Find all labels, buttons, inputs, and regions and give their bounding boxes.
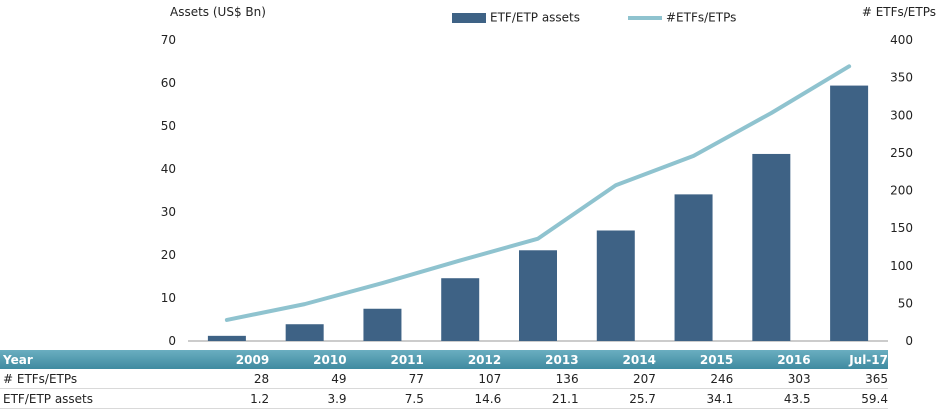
y2-tick-label: 50 (898, 296, 913, 310)
table-header-year: Jul-17 (810, 350, 888, 369)
y2-tick-label: 100 (890, 259, 913, 273)
bar-2010 (285, 324, 324, 341)
chart: 0 10 20 30 40 50 60 70 0 50 100 150 200 250 300 350 400 (161, 33, 913, 348)
table-cell: 34.1 (655, 388, 734, 409)
table-cell: 7.5 (346, 388, 424, 409)
y2-tick-label: 200 (890, 184, 913, 198)
table-cell: 28 (191, 369, 270, 389)
table-header-year: 2013 (501, 350, 579, 369)
legend-label-assets: ETF/ETP assets (490, 10, 581, 25)
table-cell: 25.7 (578, 388, 656, 409)
y2-tick-label: 150 (890, 221, 913, 235)
table-cell: 1.2 (191, 388, 270, 409)
table-header-year: 2012 (423, 350, 502, 369)
table-header-year: 2011 (346, 350, 424, 369)
table-header-row: Year 2009 2010 2011 2012 2013 2014 2015 2016 Jul… (0, 350, 888, 369)
table-row-count: # ETFs/ETPs 28 49 77 107 136 207 246 303 365 (0, 369, 888, 389)
y2-tick-label: 0 (905, 334, 913, 348)
bar-2013 (519, 250, 557, 341)
table-header-year: 2014 (578, 350, 656, 369)
table-header-label: Year (0, 350, 192, 369)
y-tick-label: 70 (161, 33, 176, 47)
table-cell: 14.6 (423, 388, 502, 409)
legend-item-count: #ETFs/ETPs (628, 10, 736, 25)
legend-item-assets: ETF/ETP assets (452, 10, 580, 25)
y2-tick-label: 350 (890, 71, 913, 85)
y2-tick-label: 300 (890, 108, 913, 122)
table-header-year: 2015 (655, 350, 734, 369)
table-cell: 365 (810, 369, 888, 389)
y-tick-label: 20 (161, 248, 176, 262)
table-row-assets: ETF/ETP assets 1.2 3.9 7.5 14.6 21.1 25.7 34.1… (0, 388, 888, 409)
table-row-label: # ETFs/ETPs (0, 369, 192, 389)
table-cell: 59.4 (810, 388, 888, 409)
table-cell: 303 (733, 369, 811, 389)
y-tick-label: 50 (161, 119, 176, 133)
bar-series (207, 85, 869, 341)
right-axis: 0 50 100 150 200 250 300 350 400 (890, 33, 913, 348)
table-cell: 246 (655, 369, 734, 389)
table-cell: 43.5 (733, 388, 811, 409)
y-tick-label: 30 (161, 205, 176, 219)
y-tick-label: 60 (161, 76, 176, 90)
table-header-year: 2010 (269, 350, 347, 369)
legend-label-count: #ETFs/ETPs (666, 10, 737, 25)
y-tick-label: 10 (161, 291, 176, 305)
bar-2014 (596, 230, 635, 341)
bar-2012 (441, 278, 480, 341)
table-header-year: 2016 (733, 350, 811, 369)
table-header-year: 2009 (191, 350, 270, 369)
left-axis: 0 10 20 30 40 50 60 70 (161, 33, 176, 348)
y-tick-label: 40 (161, 162, 176, 176)
table-cell: 136 (501, 369, 579, 389)
table-cell: 107 (423, 369, 502, 389)
bar-2015 (674, 194, 713, 341)
y2-tick-label: 250 (890, 146, 913, 160)
legend-bar-swatch (452, 12, 486, 23)
table-row-label: ETF/ETP assets (0, 388, 192, 409)
legend-line-swatch (628, 15, 662, 20)
bar-2011 (363, 308, 402, 341)
data-table: Year 2009 2010 2011 2012 2013 2014 2015 2016 Jul… (0, 350, 888, 409)
table-cell: 49 (269, 369, 347, 389)
table-cell: 21.1 (501, 388, 579, 409)
table-cell: 3.9 (269, 388, 347, 409)
table-cell: 77 (346, 369, 424, 389)
bar-2009 (207, 335, 246, 341)
y-tick-label: 0 (168, 334, 176, 348)
y2-axis-title: # ETFs/ETPs (861, 5, 936, 19)
y-axis-title: Assets (US$ Bn) (170, 5, 266, 19)
bar-Jul-17 (830, 85, 869, 341)
y2-tick-label: 400 (890, 33, 913, 47)
line-series (224, 64, 852, 322)
table-cell: 207 (578, 369, 656, 389)
bar-2016 (752, 153, 791, 341)
